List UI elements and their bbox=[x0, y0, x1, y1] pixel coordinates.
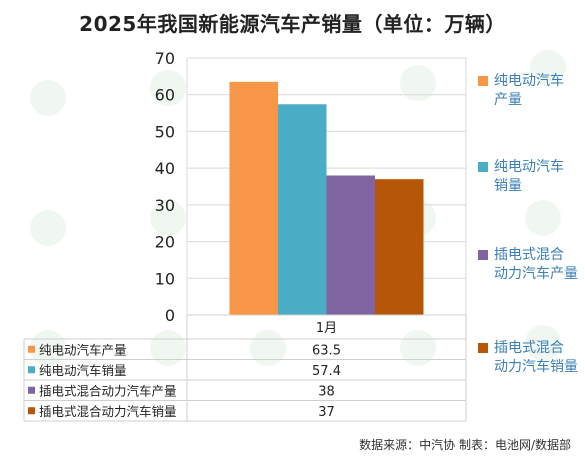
y-tick-label: 50 bbox=[155, 122, 175, 141]
legend-label-line: 动力汽车产量 bbox=[494, 266, 578, 282]
table-legend-key bbox=[28, 366, 35, 374]
y-tick-label: 60 bbox=[155, 86, 175, 105]
watermark-logo bbox=[525, 325, 561, 361]
y-tick-label: 0 bbox=[165, 306, 175, 325]
table-series-label: 纯电动汽车销量 bbox=[39, 363, 127, 378]
legend-label: 插电式混合动力汽车销量 bbox=[494, 339, 585, 377]
table-series-label: 纯电动汽车产量 bbox=[39, 342, 127, 357]
watermark-logo bbox=[400, 330, 436, 366]
legend-swatch bbox=[478, 76, 488, 86]
watermark-logo bbox=[30, 80, 66, 116]
legend-label-line: 纯电动汽车 bbox=[494, 159, 564, 175]
legend-label-line: 纯电动汽车 bbox=[494, 73, 564, 89]
legend-swatch bbox=[478, 250, 488, 260]
y-tick-label: 70 bbox=[155, 49, 175, 68]
watermark-logo bbox=[150, 70, 186, 106]
legend-swatch bbox=[478, 162, 488, 172]
table-series-label: 插电式混合动力汽车销量 bbox=[39, 404, 177, 419]
watermark-logo bbox=[30, 210, 66, 246]
table-value: 57.4 bbox=[312, 364, 341, 379]
legend-label-line: 动力汽车销量 bbox=[494, 359, 578, 375]
y-tick-label: 30 bbox=[155, 196, 175, 215]
watermark-logo bbox=[150, 200, 186, 236]
data-source-note: 数据来源：中汽协 制表：电池网/数据部 bbox=[359, 438, 571, 452]
legend-label-line: 插电式混合 bbox=[494, 340, 564, 356]
chart-title: 2025年我国新能源汽车产销量（单位：万辆） bbox=[79, 12, 506, 36]
watermark-logo bbox=[150, 330, 186, 366]
y-tick-label: 20 bbox=[155, 233, 175, 252]
watermark-logo bbox=[530, 50, 566, 86]
watermark-logo bbox=[400, 65, 436, 101]
table-value: 63.5 bbox=[312, 343, 341, 358]
watermark-logo bbox=[250, 330, 286, 366]
y-tick-label: 10 bbox=[155, 269, 175, 288]
legend-label: 插电式混合动力汽车产量 bbox=[494, 246, 585, 284]
bar-1 bbox=[229, 81, 278, 315]
table-series-label: 插电式混合动力汽车产量 bbox=[39, 383, 177, 398]
table-legend-key bbox=[28, 407, 35, 415]
bar-4 bbox=[375, 179, 424, 315]
bar-3 bbox=[326, 175, 375, 315]
legend-label: 纯电动汽车 产量 bbox=[494, 72, 585, 110]
y-tick-label: 40 bbox=[155, 159, 175, 178]
category-label: 1月 bbox=[316, 321, 337, 336]
legend-label-line: 产量 bbox=[494, 92, 522, 108]
legend-label-line: 插电式混合 bbox=[494, 247, 564, 263]
watermark-logo bbox=[525, 200, 561, 236]
legend-swatch bbox=[478, 343, 488, 353]
table-legend-key bbox=[28, 386, 35, 394]
legend-label: 纯电动汽车 销量 bbox=[494, 158, 585, 196]
bar-2 bbox=[278, 104, 327, 315]
legend-label-line: 销量 bbox=[494, 178, 522, 194]
table-value: 37 bbox=[318, 405, 335, 420]
table-legend-key bbox=[28, 345, 35, 353]
table-value: 38 bbox=[318, 384, 335, 399]
